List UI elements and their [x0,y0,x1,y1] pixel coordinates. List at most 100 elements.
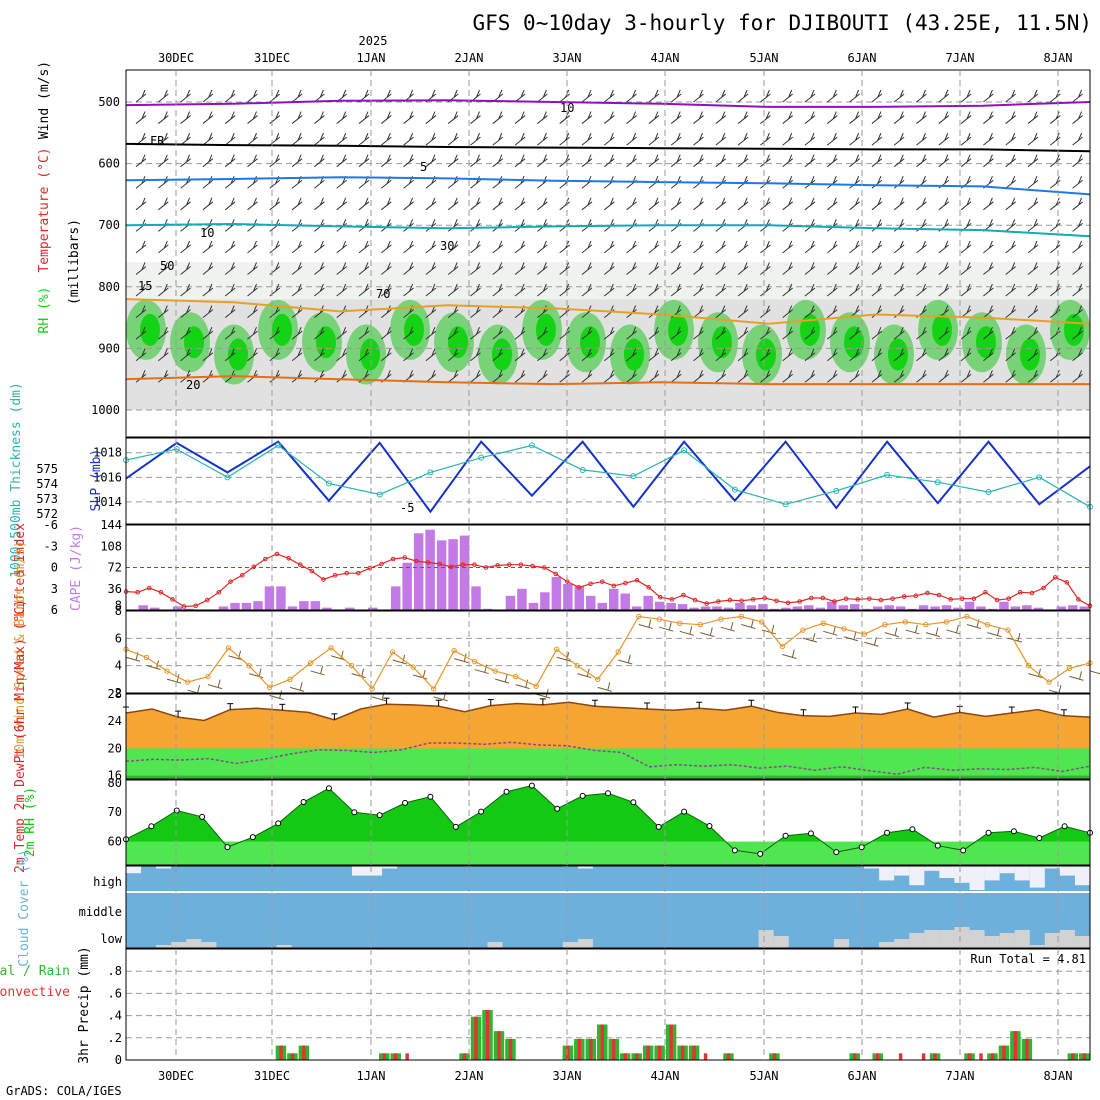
wind-barb-10m [802,633,817,643]
wind-barb [470,326,481,340]
cloud-low-bar [954,927,970,948]
li-marker [321,577,326,582]
rh2m-marker [884,829,891,836]
wind-barb-10m [905,624,920,635]
rh2m-marker [579,792,586,799]
wind-barb [670,370,682,383]
wind-barb [314,197,325,211]
li-marker [901,594,907,599]
wind-barb [849,132,860,146]
thickness-marker [376,491,383,498]
li-marker [251,564,257,570]
wind-barb [916,348,927,362]
wind-barb [447,240,459,254]
thickness-tick: 575 [36,462,58,476]
wind-tick: 2 [115,686,122,700]
cloud-low-bar [276,945,292,948]
wind-barb [715,262,727,275]
wind-barb [983,111,994,124]
wind-barb [269,111,281,124]
rh2m-marker [782,832,789,839]
wind-barb [514,348,526,362]
wind-barb [626,197,637,211]
rh2m-marker [503,788,510,795]
wind-barb [403,326,414,340]
wind-barb [782,283,794,297]
precip-convective-bar [577,1038,582,1060]
li-marker [983,589,988,595]
wind-barb [648,111,660,124]
cape-bar [677,604,688,610]
wind-barb [514,111,526,124]
wind-barb [603,370,615,383]
cape-bar [1010,606,1021,610]
wind-barb [581,132,593,146]
li-marker [855,597,861,602]
wind-marker [800,627,806,633]
rh2m-marker [655,823,662,830]
pressure-tick: 900 [98,341,120,355]
precip-convective-bar [290,1053,295,1060]
thickness-marker [985,489,992,496]
cloud-panel: high middle low Cloud Cover (%) [17,849,1090,967]
wind-barb [603,132,615,146]
wind-barb [380,154,392,168]
wind-barb [871,154,883,168]
wind-barb [514,262,526,275]
precip-convective-bar [382,1053,386,1060]
wind-barb [826,132,838,146]
cape-bar [540,592,550,610]
wind-barb [938,89,950,103]
thickness-marker [275,442,282,449]
wind-barb [470,240,481,254]
run-total-label: Run Total = 4.81 [970,952,1086,966]
wind-marker [266,684,273,691]
wind-barb [1027,132,1039,146]
cape-bar [884,605,894,610]
wind-barb [960,154,972,168]
precip-convective-bar [623,1053,627,1060]
wind-barb [1005,197,1017,211]
thickness-marker [884,471,891,478]
rh-blob-90 [888,338,908,371]
wind-barb [224,305,236,318]
rh-contour-label: 70 [376,287,390,301]
temp-tick: 20 [108,741,122,755]
wind-marker [984,621,991,628]
li-marker [530,563,535,569]
precip-convective-bar [933,1053,937,1060]
li-marker [425,560,431,565]
wind-barb [715,154,727,168]
wind-barb [916,219,927,232]
wind-barb [425,283,437,297]
wind-barb [893,370,905,383]
isotherm-FR [125,142,1091,153]
rh2m-marker [325,785,332,792]
cape-bar [620,593,630,610]
wind-barb [224,89,236,103]
thickness-marker [579,466,586,473]
precip-convective-bar [634,1053,639,1060]
wind-barb [403,262,414,275]
wind-barb [447,176,459,189]
wind-barb [693,240,704,254]
wind-barb [1005,326,1017,340]
date-label-bottom: 31DEC [254,1069,290,1083]
wind-barb [269,262,281,275]
date-label-top: 7JAN [946,51,975,65]
wind-barb [960,197,972,211]
slp-frame [125,437,1091,525]
cape-bar [138,605,148,610]
rh-blob-90 [580,326,600,359]
chart-title: GFS 0~10day 3-hourly for DJIBOUTI (43.25… [472,11,1092,35]
wind-barb [224,326,236,340]
wind-barb [1049,89,1061,103]
cape-bar [402,562,412,610]
temp-tick: 16 [108,769,122,783]
rh2m-band [126,841,1090,865]
cape-bar [218,606,229,610]
li-marker [274,551,280,557]
precip-convective-bar [979,1053,983,1060]
wind-barb [247,283,258,297]
rh2m-marker [731,847,738,854]
